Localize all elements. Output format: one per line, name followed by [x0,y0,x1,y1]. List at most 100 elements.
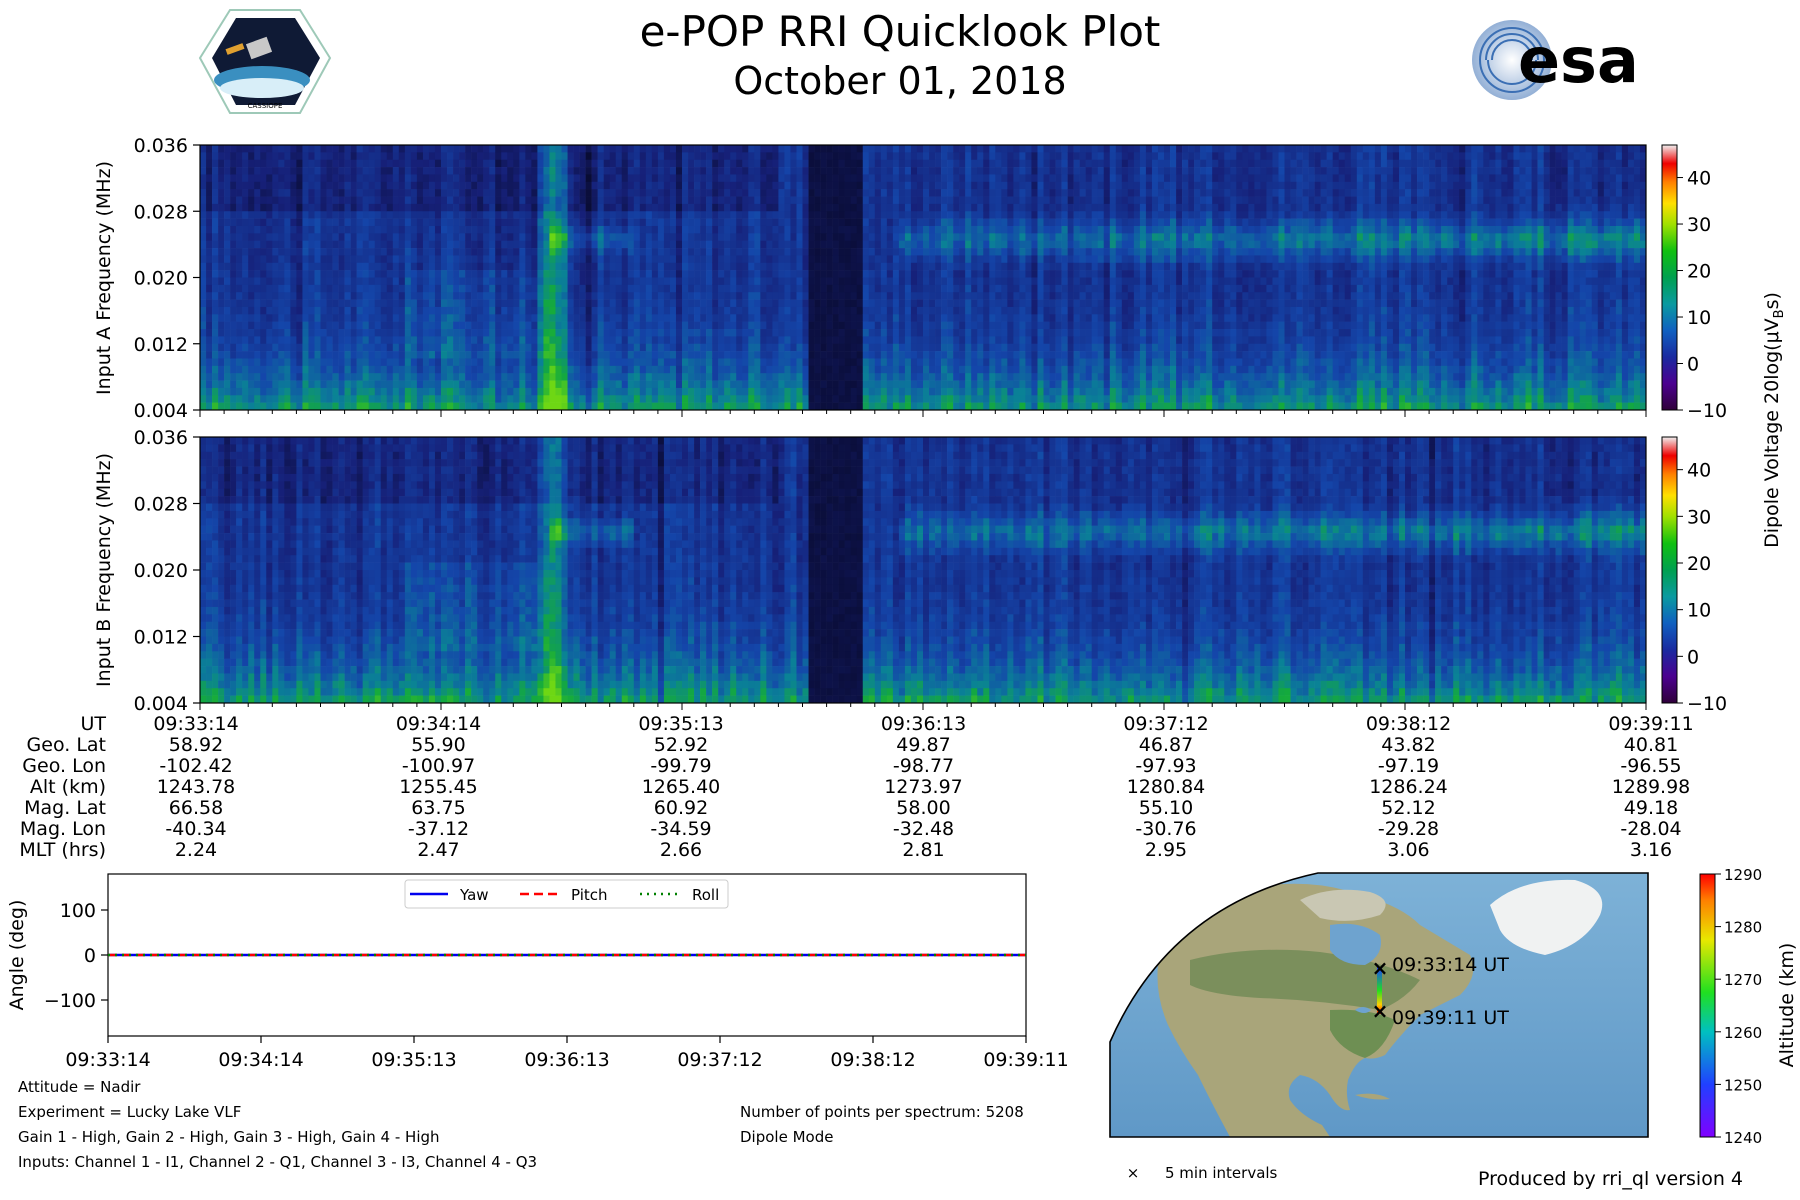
spectrogram-cell [754,329,760,337]
spectrogram-cell [471,197,477,205]
spectrogram-cell [260,351,266,359]
spectrogram-cell [345,403,351,411]
spectrogram-cell [441,381,447,389]
spectrogram-cell [598,358,604,366]
spectrogram-cell [754,322,760,330]
spectrogram-cell [971,336,977,344]
spectrogram-cell [586,241,592,249]
spectrogram-cell [1025,292,1031,300]
spectrogram-cell [790,336,796,344]
spectrogram-cell [574,336,580,344]
spectrogram-cell [953,278,959,286]
spectrogram-cell [959,241,965,249]
spectrogram-cell [248,344,254,352]
spectrogram-cell [230,263,236,271]
spectrogram-cell [803,241,809,249]
spectrogram-cell [742,182,748,190]
spectrogram-cell [278,174,284,182]
spectrogram-cell [694,248,700,256]
spectrogram-cell [712,226,718,234]
spectrogram-cell [308,373,314,381]
spectrogram-cell [983,358,989,366]
spectrogram-cell [327,182,333,190]
spectrogram-cell [254,189,260,197]
spectrogram-cell [417,285,423,293]
spectrogram-cell [628,233,634,241]
spectrogram-cell [881,167,887,175]
spectrogram-cell [441,366,447,374]
spectrogram-cell [676,152,682,160]
spectrogram-cell [736,248,742,256]
spectrogram-cell [254,307,260,315]
spectrogram-cell [670,270,676,278]
spectrogram-cell [887,270,893,278]
spectrogram-cell [893,189,899,197]
spectrogram-cell [507,204,513,212]
spectrogram-cell [833,358,839,366]
spectrogram-cell [465,336,471,344]
spectrogram-cell [405,351,411,359]
spectrogram-cell [965,270,971,278]
spectrogram-cell [519,204,525,212]
spectrogram-cell [881,307,887,315]
spectrogram-cell [772,351,778,359]
spectrogram-cell [899,226,905,234]
spectrogram-cell [959,167,965,175]
spectrogram-cell [321,366,327,374]
spectrogram-cell [815,336,821,344]
spectrogram-cell [218,329,224,337]
spectrogram-cell [1025,211,1031,219]
spectrogram-cell [839,285,845,293]
spectrogram-cell [471,219,477,227]
spectrogram-cell [983,351,989,359]
spectrogram-cell [724,152,730,160]
spectrogram-cell [543,395,549,403]
spectrogram-cell [610,241,616,249]
spectrogram-cell [887,145,893,153]
spectrogram-cell [501,336,507,344]
spectrogram-cell [399,403,405,411]
spectrogram-cell [754,160,760,168]
spectrogram-cell [803,160,809,168]
spectrogram-cell [525,241,531,249]
spectrogram-cell [230,219,236,227]
spectrogram-cell [983,300,989,308]
spectrogram-cell [405,160,411,168]
spectrogram-cell [507,366,513,374]
spectrogram-cell [724,182,730,190]
spectrogram-cell [525,182,531,190]
spectrogram-cell [200,336,206,344]
spectrogram-cell [899,322,905,330]
spectrogram-cell [369,307,375,315]
spectrogram-cell [983,211,989,219]
spectrogram-cell [471,182,477,190]
spectrogram-cell [971,278,977,286]
spectrogram-cell [254,219,260,227]
spectrogram-cell [519,373,525,381]
spectrogram-cell [803,292,809,300]
spectrogram-cell [652,226,658,234]
spectrogram-cell [369,292,375,300]
spectrogram-cell [971,160,977,168]
spectrogram-cell [989,233,995,241]
spectrogram-cell [399,351,405,359]
spectrogram-cell [212,211,218,219]
spectrogram-cell [893,307,899,315]
spectrogram-cell [724,344,730,352]
spectrogram-cell [857,358,863,366]
spectrogram-cell [465,182,471,190]
spectrogram-cell [218,314,224,322]
spectrogram-cell [959,381,965,389]
spectrogram-cell [815,314,821,322]
spectrogram-cell [881,278,887,286]
spectrogram-cell [754,300,760,308]
spectrogram-cell [549,381,555,389]
spectrogram-cell [242,381,248,389]
spectrogram-cell [435,219,441,227]
spectrogram-cell [748,395,754,403]
spectrogram-cell [784,182,790,190]
spectrogram-cell [911,174,917,182]
spectrogram-cell [465,314,471,322]
spectrogram-cell [1007,197,1013,205]
spectrogram-cell [429,189,435,197]
